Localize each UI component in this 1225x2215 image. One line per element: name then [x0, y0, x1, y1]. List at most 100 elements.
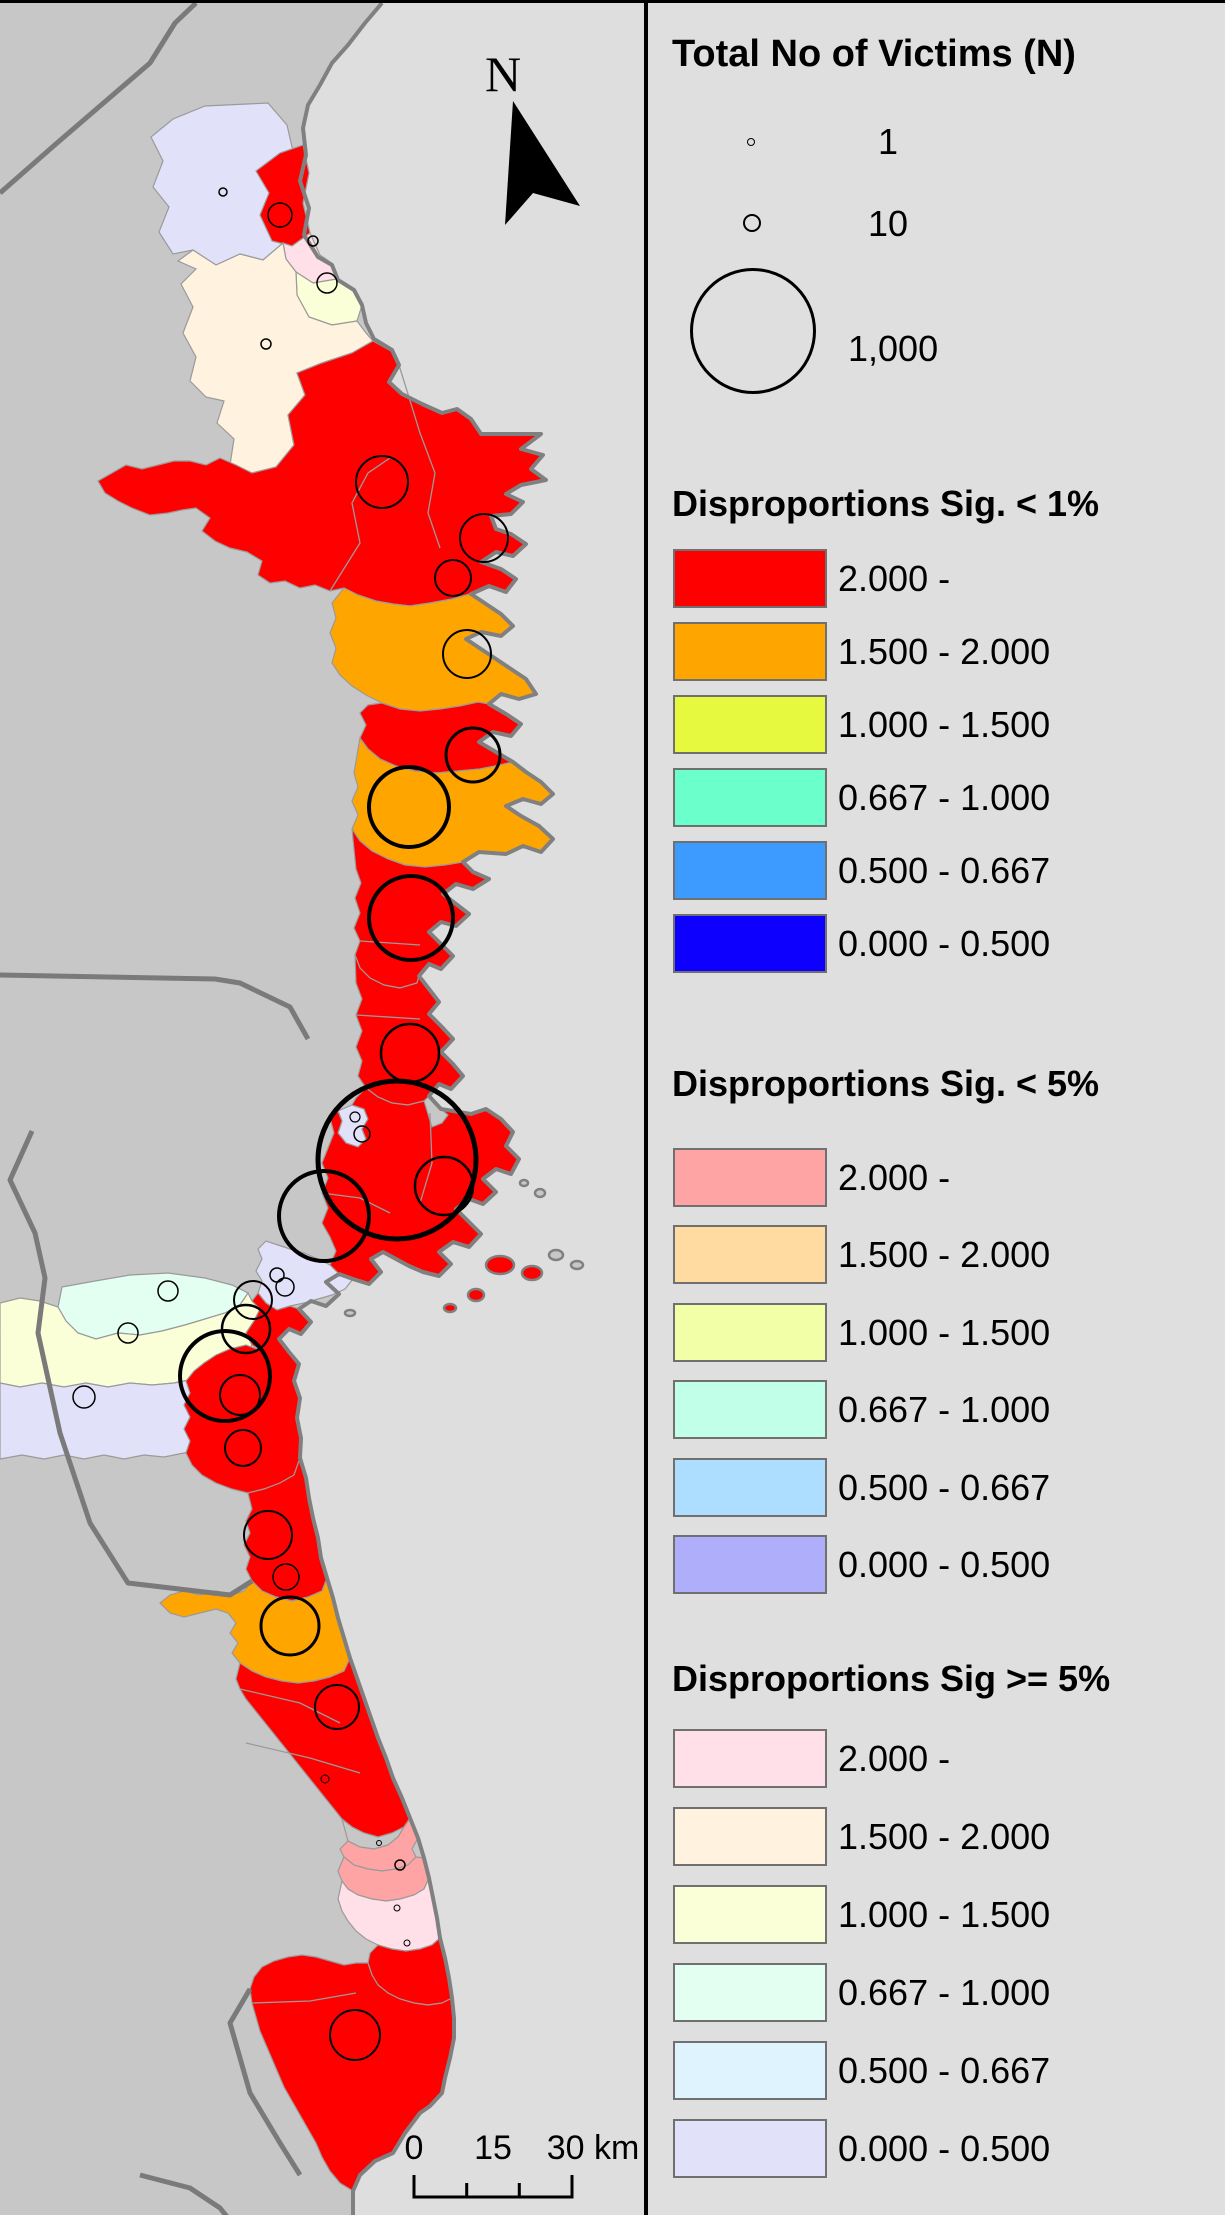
legend-panel: Total No of Victims (N) 1 10 1,000 Dispr… [644, 3, 1225, 2215]
legend-class-label: 0.667 - 1.000 [838, 1972, 1051, 2013]
victim-circle [277, 1169, 371, 1263]
victim-circle [442, 629, 492, 679]
legend-class-label: 0.000 - 0.500 [838, 2128, 1051, 2169]
municipality-layer [0, 102, 554, 2192]
legend-class-label: 2.000 - [838, 1157, 951, 1198]
legend-swatch [673, 1380, 827, 1439]
north-arrow: N [485, 46, 580, 225]
scale-bar: 0 15 30 km [405, 2129, 640, 2199]
legend-swatch [673, 2041, 827, 2100]
scale-label-0: 0 [405, 2129, 424, 2167]
municipality-region [249, 1954, 455, 2192]
scale-label-15: 15 [474, 2129, 512, 2167]
legend-swatch [673, 1148, 827, 1207]
legend-class-label: 1.000 - 1.500 [838, 704, 1051, 745]
legend-swatch [673, 768, 827, 827]
legend-swatch [673, 1807, 827, 1866]
victim-circle [353, 1125, 371, 1143]
victim-circle [243, 1510, 293, 1560]
victim-circles-layer [72, 187, 509, 2061]
victim-circle [367, 874, 455, 962]
island [466, 1287, 486, 1303]
legend-swatch [673, 1225, 827, 1284]
legend-swatch [673, 622, 827, 681]
victim-circle [329, 2009, 381, 2061]
victim-circle [267, 202, 293, 228]
victim-circle [178, 1329, 272, 1423]
victims-size-symbol-1 [747, 138, 755, 146]
victim-circle [224, 1429, 262, 1467]
victim-circle [314, 1684, 360, 1730]
legend-class-label: 2.000 - [838, 558, 951, 599]
legend-class-label: 0.500 - 0.667 [838, 2050, 1051, 2091]
island [518, 1178, 530, 1188]
victim-circle [157, 1280, 179, 1302]
legend-swatch [673, 2119, 827, 2178]
victim-circle [434, 559, 472, 597]
legend-swatch [673, 1885, 827, 1944]
legend-class-label: 1.500 - 2.000 [838, 1816, 1051, 1857]
victim-circle [393, 1904, 401, 1912]
victim-circle [376, 1840, 382, 1846]
legend-class-label: 1.500 - 2.000 [838, 631, 1051, 672]
legend-class-label: 1.000 - 1.500 [838, 1894, 1051, 1935]
victim-circle [444, 726, 502, 784]
legend-swatch [673, 695, 827, 754]
island [484, 1254, 516, 1276]
coastline [277, 3, 555, 2215]
island [533, 1187, 547, 1199]
island [520, 1264, 544, 1282]
victim-circle [72, 1385, 96, 1409]
victim-circle [355, 455, 409, 509]
island [569, 1259, 585, 1271]
victim-circle [320, 1774, 330, 1784]
victims-size-symbol-10 [743, 214, 761, 232]
victim-circle [275, 1277, 295, 1297]
victim-circle [315, 1078, 479, 1242]
legend-swatch [673, 549, 827, 608]
island [547, 1248, 565, 1262]
victim-circle [413, 1155, 475, 1217]
legend-class-label: 0.500 - 0.667 [838, 1467, 1051, 1508]
legend-swatch [673, 1729, 827, 1788]
legend-group-title-sig1: Disproportions Sig. < 1% [672, 483, 1100, 524]
victims-size-symbol-1000 [690, 268, 816, 394]
victim-circle [233, 1280, 273, 1320]
victim-circle [403, 1939, 411, 1947]
victim-circle [459, 513, 509, 563]
municipal-borders [239, 364, 441, 2004]
victim-circle [260, 338, 272, 350]
victims-size-label-10: 10 [867, 203, 909, 244]
legend-class-label: 0.667 - 1.000 [838, 1389, 1051, 1430]
victim-circle [117, 1322, 139, 1344]
legend-swatch [673, 1963, 827, 2022]
victim-circle [218, 187, 228, 197]
legend-class-label: 2.000 - [838, 1738, 951, 1779]
legend-swatch [673, 841, 827, 900]
islands-layer [343, 1178, 585, 1318]
prefecture-boundaries [0, 3, 311, 2215]
scale-bar-line [412, 2175, 574, 2199]
victim-circle [220, 1303, 272, 1355]
legend-group-title-sig5plus: Disproportions Sig >= 5% [672, 1658, 1111, 1699]
legend-class-label: 1.000 - 1.500 [838, 1312, 1051, 1353]
scale-label-30km: 30 km [547, 2129, 640, 2167]
victims-size-label-1000: 1,000 [848, 328, 939, 369]
north-arrow-icon [505, 101, 580, 225]
legend-class-label: 0.000 - 0.500 [838, 923, 1051, 964]
victim-circle [349, 1111, 361, 1123]
legend-swatch [673, 1303, 827, 1362]
north-label: N [485, 46, 521, 102]
island [343, 1308, 357, 1318]
legend-swatch [673, 1535, 827, 1594]
legend-swatch [673, 914, 827, 973]
legend-group-title-sig5: Disproportions Sig. < 5% [672, 1063, 1100, 1104]
coastal-map: N 0 15 30 km [0, 3, 645, 2215]
victim-circle [367, 765, 451, 849]
legend-swatch [673, 1458, 827, 1517]
victim-circle [219, 1374, 261, 1416]
victim-circle [394, 1859, 406, 1871]
victim-circle [316, 272, 338, 294]
legend-class-label: 0.500 - 0.667 [838, 850, 1051, 891]
